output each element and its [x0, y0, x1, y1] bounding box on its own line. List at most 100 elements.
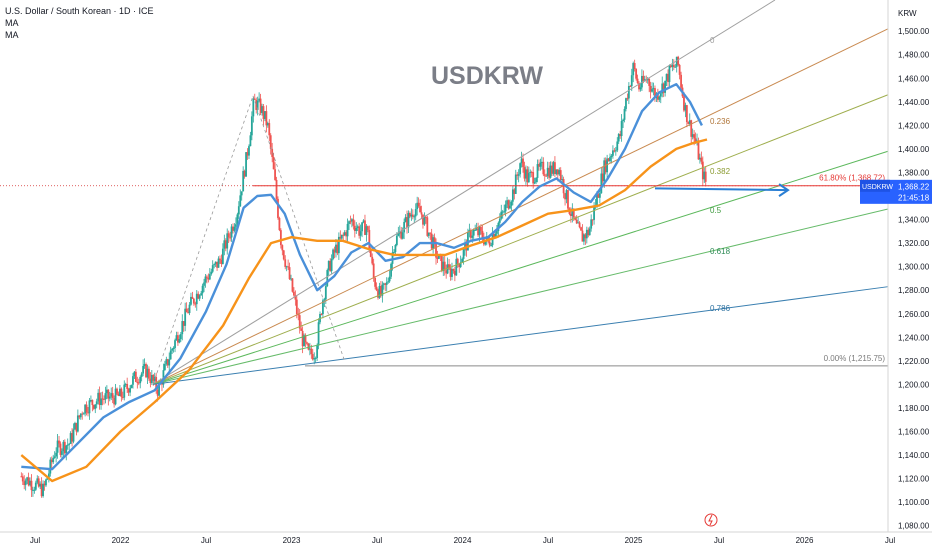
- y-tick-label: 1,100.00: [898, 498, 930, 507]
- symbol-title[interactable]: U.S. Dollar / South Korean · 1D · ICE: [5, 6, 154, 16]
- event-lightning-icon[interactable]: [704, 513, 718, 527]
- fib-fan-ray-0[interactable]: [152, 0, 776, 385]
- candle-body: [201, 285, 204, 294]
- candle-body: [377, 290, 379, 298]
- candle-body: [688, 120, 691, 124]
- candle-body: [278, 217, 281, 231]
- y-tick-label: 1,140.00: [898, 451, 930, 460]
- candle-body: [533, 182, 536, 184]
- candle-body: [184, 308, 187, 326]
- badge-symbol: USDKRW: [862, 184, 893, 191]
- candle-body: [295, 299, 298, 315]
- candle-body: [30, 480, 33, 491]
- candle-body: [217, 258, 220, 268]
- candle-body: [701, 161, 704, 180]
- fib-fan-ray-618[interactable]: [152, 208, 889, 385]
- candle-body: [648, 78, 651, 86]
- candle-body: [410, 214, 413, 217]
- candle-body: [598, 193, 601, 198]
- candle-body: [687, 122, 690, 124]
- ma-line-1[interactable]: [21, 83, 703, 471]
- candle-body: [352, 219, 355, 226]
- candle-body: [337, 236, 340, 254]
- candle-body: [503, 211, 506, 213]
- candle-body: [478, 226, 481, 236]
- candle-body: [72, 429, 75, 442]
- candle-body: [33, 489, 36, 491]
- candle-body: [213, 264, 216, 266]
- candle-body: [517, 174, 520, 176]
- y-tick-label: 1,400.00: [898, 145, 930, 154]
- fib-fan-ray-786[interactable]: [152, 286, 889, 385]
- candle-body: [578, 222, 581, 228]
- candle-body: [227, 233, 230, 238]
- fib-fan-label-ray-0: 0: [710, 36, 715, 45]
- fib-fan-ray-236[interactable]: [152, 28, 889, 385]
- candle-body: [187, 312, 189, 314]
- candle-body: [368, 229, 371, 249]
- y-tick-label: 1,340.00: [898, 216, 930, 225]
- candle-body: [107, 389, 110, 399]
- ma-indicator-2[interactable]: MA: [5, 30, 19, 40]
- candle-body: [92, 405, 95, 409]
- candle-body: [327, 260, 330, 271]
- x-tick-label: Jul: [30, 536, 40, 545]
- candle-body: [175, 335, 178, 341]
- fib-fan-ray-382[interactable]: [152, 94, 889, 385]
- candle-body: [461, 258, 464, 263]
- candle-body: [133, 371, 136, 377]
- candle-body: [55, 452, 58, 457]
- candle-body: [523, 167, 526, 179]
- candle-body: [235, 224, 237, 227]
- candle-body: [113, 398, 116, 405]
- currency-label: KRW: [898, 9, 917, 18]
- candle-body: [529, 171, 532, 174]
- candle-body: [416, 202, 419, 210]
- ma-line-2[interactable]: [20, 138, 708, 483]
- candle-body: [401, 232, 404, 239]
- candle-body: [610, 155, 613, 158]
- candle-body: [329, 260, 332, 272]
- candle-body: [139, 376, 142, 384]
- candle-body: [456, 258, 459, 264]
- candle-body: [269, 135, 272, 149]
- candle-body: [349, 221, 352, 223]
- y-tick-label: 1,300.00: [898, 263, 930, 272]
- candle-body: [162, 370, 165, 385]
- candle-body: [108, 396, 111, 399]
- candle-body: [206, 276, 208, 278]
- candle-body: [433, 237, 436, 243]
- projection-arrow[interactable]: [654, 187, 788, 192]
- badge-price: 1,368.22: [898, 182, 930, 191]
- candle-body: [699, 157, 701, 160]
- candle-body: [285, 266, 288, 268]
- candle-body: [81, 413, 84, 415]
- candle-body: [158, 383, 160, 396]
- candle-body: [671, 64, 674, 67]
- ma-indicator-1[interactable]: MA: [5, 18, 19, 28]
- candle-body: [625, 98, 627, 109]
- candle-body: [174, 340, 176, 348]
- candle-body: [42, 483, 44, 497]
- candle-body: [626, 98, 629, 100]
- candle-body: [323, 299, 326, 301]
- candle-body: [152, 374, 155, 381]
- candle-body: [623, 108, 626, 120]
- candle-body: [622, 119, 624, 122]
- candle-body: [345, 232, 348, 237]
- y-tick-label: 1,440.00: [898, 98, 930, 107]
- candle-body: [169, 350, 172, 360]
- candle-body: [638, 82, 640, 90]
- price-axis-bg: [888, 0, 932, 550]
- candle-body: [446, 264, 449, 274]
- candle-body: [255, 99, 258, 110]
- candle-body: [123, 384, 126, 398]
- candle-body: [56, 440, 59, 453]
- candle-body: [452, 269, 455, 271]
- candle-body: [601, 173, 604, 182]
- candle-body: [50, 459, 53, 463]
- candle-body: [195, 293, 198, 305]
- candle-body: [403, 221, 406, 233]
